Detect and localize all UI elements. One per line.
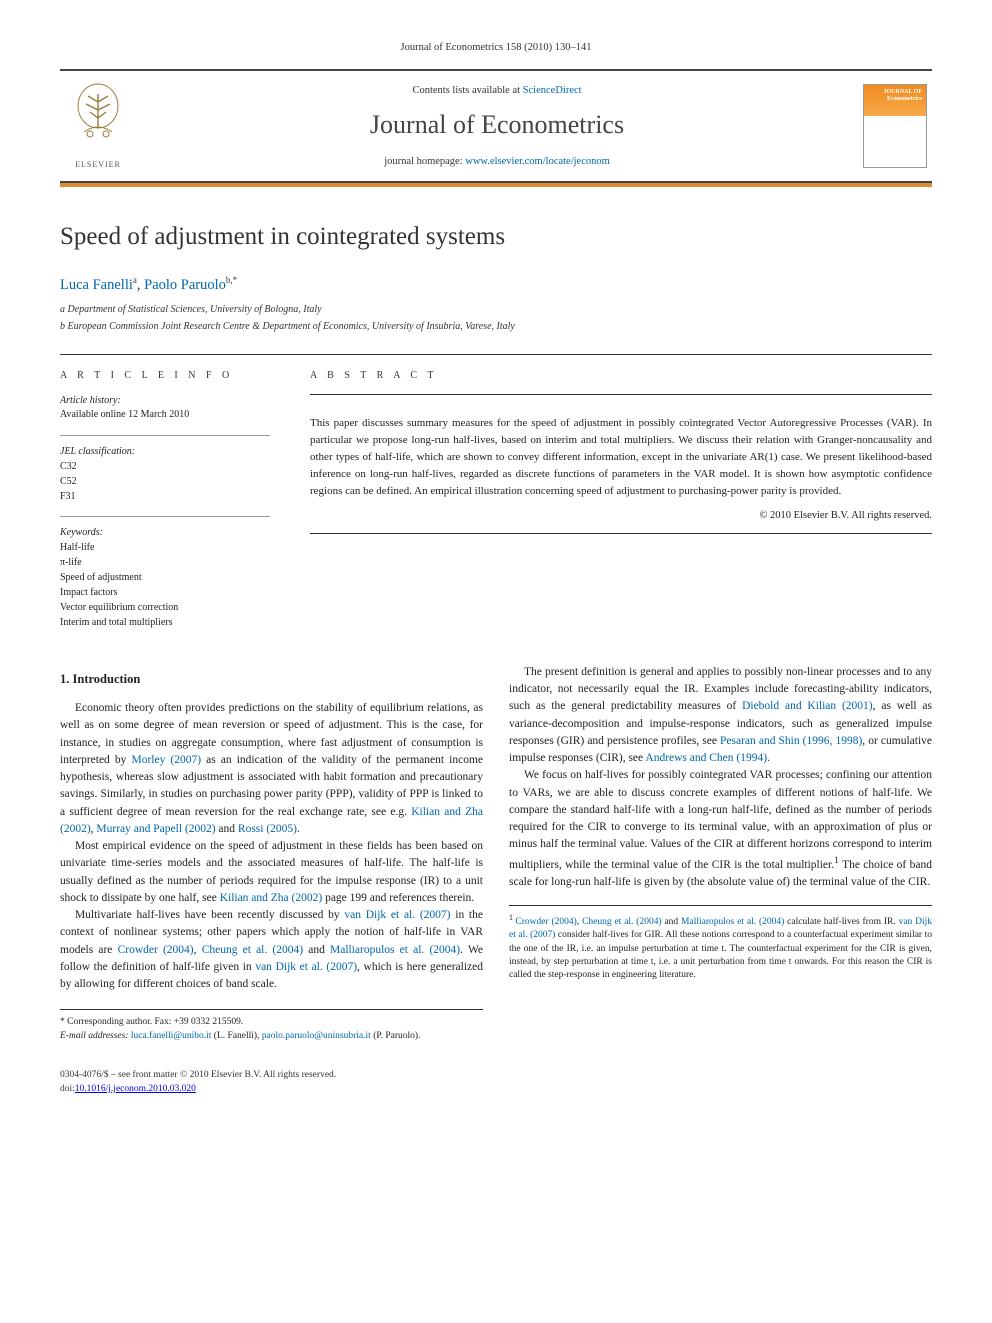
jel-label: JEL classification: [60, 444, 270, 459]
email-who-1: (L. Fanelli), [211, 1031, 261, 1041]
para-text: We focus on half-lives for possibly coin… [509, 769, 932, 870]
journal-cover-icon: JOURNAL OF Econometrics [863, 84, 927, 168]
keyword: Impact factors [60, 585, 270, 600]
issn-copyright-line: 0304-4076/$ – see front matter © 2010 El… [60, 1069, 932, 1083]
citation-link[interactable]: Crowder (2004) [118, 944, 194, 956]
citation-link[interactable]: Cheung et al. (2004) [582, 917, 662, 927]
abstract-text: This paper discusses summary measures fo… [310, 415, 932, 500]
history-value: Available online 12 March 2010 [60, 408, 270, 423]
corresponding-line: Corresponding author. Fax: +39 0332 2155… [60, 1016, 483, 1029]
elsevier-tree-icon: ELSEVIER [68, 82, 128, 171]
jel-code: C32 [60, 459, 270, 474]
article-info-heading: A R T I C L E I N F O [60, 369, 270, 384]
keywords-group: Keywords: Half-life π-life Speed of adju… [60, 516, 270, 630]
doi-line: doi:10.1016/j.jeconom.2010.03.020 [60, 1083, 932, 1097]
journal-name: Journal of Econometrics [370, 106, 624, 144]
citation-link[interactable]: van Dijk et al. (2007) [255, 961, 357, 973]
email-label: E-mail addresses: [60, 1031, 131, 1041]
author-link-2[interactable]: Paolo Paruolo [144, 276, 226, 292]
body-paragraph: The present definition is general and ap… [509, 664, 932, 768]
cover-caption: JOURNAL OF Econometrics [868, 89, 922, 102]
para-text: Multivariate half-lives have been recent… [75, 909, 344, 921]
running-head: Journal of Econometrics 158 (2010) 130–1… [60, 40, 932, 55]
corresponding-author-footnote: Corresponding author. Fax: +39 0332 2155… [60, 1009, 483, 1043]
citation-link[interactable]: Cheung et al. (2004) [202, 944, 303, 956]
citation-link[interactable]: Kilian and Zha (2002) [220, 892, 323, 904]
fn-text: calculate half-lives from IR. [784, 917, 898, 927]
citation-link[interactable]: Rossi (2005) [238, 823, 297, 835]
abstract-top-rule [310, 394, 932, 395]
citation-link[interactable]: Malliaropulos et al. (2004) [681, 917, 784, 927]
citation-link[interactable]: van Dijk et al. (2007) [344, 909, 450, 921]
keyword: Speed of adjustment [60, 570, 270, 585]
homepage-line: journal homepage: www.elsevier.com/locat… [384, 154, 610, 169]
citation-link[interactable]: Crowder (2004) [515, 917, 576, 927]
citation-link[interactable]: Murray and Papell (2002) [96, 823, 215, 835]
body-two-column: 1. Introduction Economic theory often pr… [60, 664, 932, 1043]
front-matter-footer: 0304-4076/$ – see front matter © 2010 El… [60, 1069, 932, 1097]
citation-link[interactable]: Morley (2007) [131, 754, 201, 766]
contents-available-line: Contents lists available at ScienceDirec… [412, 83, 581, 98]
para-text: . [767, 752, 770, 764]
article-title: Speed of adjustment in cointegrated syst… [60, 219, 932, 255]
history-label: Article history: [60, 394, 270, 409]
abstract-copyright: © 2010 Elsevier B.V. All rights reserved… [310, 508, 932, 523]
jel-code: F31 [60, 489, 270, 504]
citation-link[interactable]: Diebold and Kilian (2001) [742, 700, 873, 712]
email-link-2[interactable]: paolo.paruolo@uninsubria.it [262, 1031, 371, 1041]
email-line: E-mail addresses: luca.fanelli@unibo.it … [60, 1030, 483, 1043]
jel-group: JEL classification: C32 C52 F31 [60, 435, 270, 504]
jel-code: C52 [60, 474, 270, 489]
abstract-bottom-rule [310, 533, 932, 534]
cover-thumbnail-block: JOURNAL OF Econometrics [858, 77, 932, 175]
body-paragraph: We focus on half-lives for possibly coin… [509, 767, 932, 891]
body-paragraph: Economic theory often provides predictio… [60, 700, 483, 838]
article-info-block: A R T I C L E I N F O Article history: A… [60, 369, 270, 642]
citation-link[interactable]: Malliaropulos et al. (2004) [330, 944, 460, 956]
banner-center: Contents lists available at ScienceDirec… [150, 77, 844, 175]
para-text: and [216, 823, 238, 835]
abstract-heading: A B S T R A C T [310, 369, 932, 384]
author-line: Luca Fanellia, Paolo Paruolob,* [60, 274, 932, 296]
affiliation-b: b European Commission Joint Research Cen… [60, 320, 932, 335]
fn-text: and [662, 917, 681, 927]
journal-banner: ELSEVIER Contents lists available at Sci… [60, 69, 932, 183]
keyword: Half-life [60, 540, 270, 555]
para-text: and [303, 944, 330, 956]
para-text: , [194, 944, 202, 956]
citation-link[interactable]: Pesaran and Shin (1996, 1998) [720, 735, 862, 747]
homepage-prefix: journal homepage: [384, 156, 465, 167]
keyword: Vector equilibrium correction [60, 600, 270, 615]
affiliation-a: a Department of Statistical Sciences, Un… [60, 303, 932, 318]
keywords-label: Keywords: [60, 525, 270, 540]
keyword: π-life [60, 555, 270, 570]
email-link-1[interactable]: luca.fanelli@unibo.it [131, 1031, 212, 1041]
publisher-logo-block: ELSEVIER [60, 77, 136, 175]
para-text: . [297, 823, 300, 835]
info-abstract-row: A R T I C L E I N F O Article history: A… [60, 354, 932, 642]
abstract-block: A B S T R A C T This paper discusses sum… [310, 369, 932, 642]
article-history-group: Article history: Available online 12 Mar… [60, 394, 270, 423]
author-affil-sup-2: b,* [226, 275, 237, 285]
author-link-1[interactable]: Luca Fanelli [60, 276, 133, 292]
para-text: page 199 and references therein. [322, 892, 474, 904]
body-paragraph: Most empirical evidence on the speed of … [60, 838, 483, 907]
doi-label: doi: [60, 1084, 75, 1094]
section-1-heading: 1. Introduction [60, 670, 483, 688]
fn-text: consider half-lives for GIR. All these n… [509, 930, 932, 980]
sciencedirect-link[interactable]: ScienceDirect [523, 85, 582, 96]
keyword: Interim and total multipliers [60, 615, 270, 630]
citation-link[interactable]: Andrews and Chen (1994) [645, 752, 767, 764]
body-paragraph: Multivariate half-lives have been recent… [60, 907, 483, 993]
footnote-1: 1 Crowder (2004), Cheung et al. (2004) a… [509, 905, 932, 983]
publisher-label: ELSEVIER [68, 159, 128, 171]
author-affil-sup-1: a [133, 275, 137, 285]
doi-link[interactable]: 10.1016/j.jeconom.2010.03.020 [75, 1084, 196, 1094]
contents-prefix: Contents lists available at [412, 85, 522, 96]
email-who-2: (P. Paruolo). [371, 1031, 421, 1041]
affiliations: a Department of Statistical Sciences, Un… [60, 303, 932, 334]
journal-homepage-link[interactable]: www.elsevier.com/locate/jeconom [465, 156, 610, 167]
